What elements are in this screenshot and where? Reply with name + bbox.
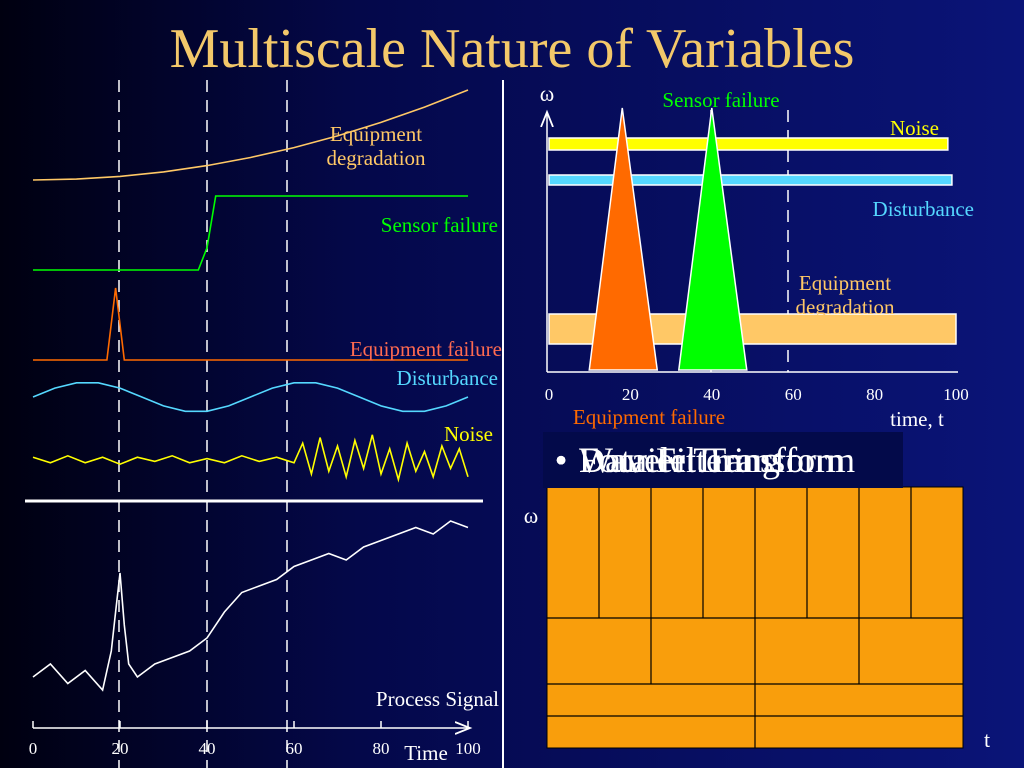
sensor-failure-triangle [677, 107, 748, 371]
equipment-failure-curve [33, 287, 468, 361]
bullet-text: Wavelet Transform [579, 440, 856, 480]
slide-title: Multiscale Nature of Variables [169, 18, 855, 80]
right-label-sensor-failure: Sensor failure [662, 88, 779, 112]
bullet-dot: • [554, 440, 568, 480]
bullet-item-fourier-transform: • Fourier Transform [543, 438, 844, 482]
noise-band [548, 137, 949, 151]
left-x-tick-label: 80 [373, 739, 390, 758]
right-x-tick-label: 60 [785, 385, 802, 404]
label-noise: Noise [444, 422, 493, 446]
bullet-list: • Wavelet Transform • Data Filtering • Four… [543, 432, 903, 488]
disturbance-curve [32, 381, 469, 413]
right-x-axis-label: time, t [890, 407, 944, 431]
label-process-signal: Process Signal [376, 687, 499, 711]
label-equipment-failure: Equipment failure [350, 337, 502, 361]
label-sensor-failure: Sensor failure [381, 213, 498, 237]
label-disturbance: Disturbance [397, 366, 498, 390]
wavelet-x-axis-symbol: t [984, 727, 990, 752]
equipment-degradation-curve [32, 89, 469, 181]
disturbance-band [548, 174, 953, 186]
right-y-axis-symbol: ω [540, 81, 554, 106]
bullet-dot: • [554, 440, 568, 480]
left-x-tick-label: 60 [286, 739, 303, 758]
right-x-tick-label: 80 [866, 385, 883, 404]
bullet-item-data-filtering: • Data Filtering [543, 438, 780, 482]
right-label-disturbance: Disturbance [873, 197, 974, 221]
bullet-text: Data Filtering [579, 440, 780, 480]
left-x-tick-label: 100 [455, 739, 481, 758]
right-label-equipment-degradation-1: Equipment [799, 271, 891, 295]
left-x-tick-label: 20 [112, 739, 129, 758]
noise-curve [32, 434, 469, 483]
right-label-equipment-degradation-2: degradation [795, 295, 895, 319]
bullet-dot: • [554, 440, 568, 480]
right-x-ticks: 0 20 40 60 80 100 [545, 385, 969, 404]
label-equipment-degradation-2: degradation [326, 146, 426, 170]
label-equipment-degradation-1: Equipment [330, 122, 422, 146]
left-x-tick-label: 40 [199, 739, 216, 758]
wavelet-y-axis-symbol: ω [524, 503, 538, 528]
right-x-tick-label: 100 [943, 385, 969, 404]
process-signal-curve [32, 520, 469, 692]
left-x-axis-label: Time [404, 741, 448, 765]
right-x-tick-label: 40 [703, 385, 720, 404]
sensor-failure-curve [33, 195, 468, 271]
right-label-equipment-failure: Equipment failure [573, 405, 725, 429]
right-chart: 0 20 40 60 80 100 ω Sensor failure Noise Dist… [540, 81, 974, 431]
left-x-tick-label: 0 [29, 739, 38, 758]
bullet-item-wavelet-transform: • Wavelet Transform [543, 438, 855, 482]
wavelet-tiling-panel: ω t [524, 486, 990, 752]
right-x-tick-label: 0 [545, 385, 554, 404]
left-x-ticks: 0 20 40 60 80 100 [29, 721, 481, 758]
equipment-failure-triangle [588, 107, 659, 371]
bullet-text: Fourier Transform [579, 440, 845, 480]
right-x-tick-label: 20 [622, 385, 639, 404]
left-chart: 0 20 40 60 80 100 Equipment degradation Senso… [25, 80, 502, 768]
right-label-noise: Noise [890, 116, 939, 140]
